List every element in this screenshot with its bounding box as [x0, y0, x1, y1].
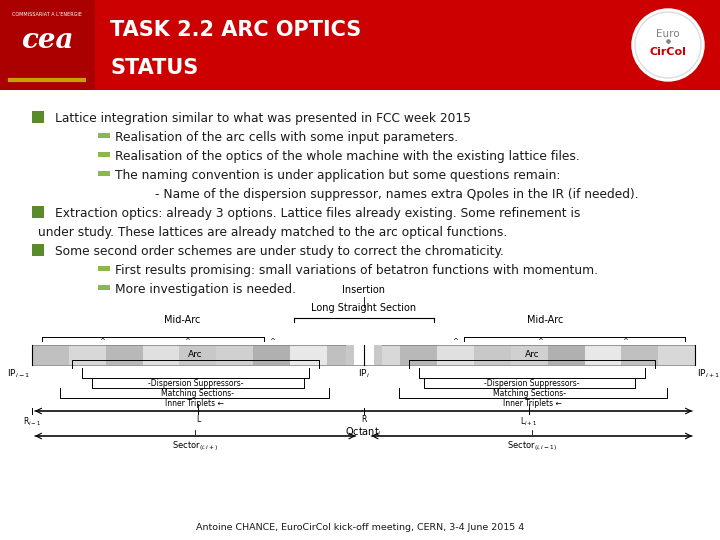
Bar — [346, 345, 382, 365]
Text: - Name of the dispersion suppressor, names extra Qpoles in the IR (if needed).: - Name of the dispersion suppressor, nam… — [155, 188, 639, 201]
Text: CirCol: CirCol — [649, 47, 686, 57]
Bar — [290, 345, 327, 365]
Bar — [400, 345, 437, 365]
Text: Inner Triplets ←: Inner Triplets ← — [503, 399, 562, 408]
Bar — [0, 0, 720, 90]
Text: Insertion: Insertion — [342, 285, 385, 295]
Text: Matching Sections-: Matching Sections- — [492, 389, 566, 398]
Text: STATUS: STATUS — [110, 58, 198, 78]
Text: ^: ^ — [99, 338, 105, 344]
Bar — [216, 345, 253, 365]
Bar — [621, 345, 658, 365]
Text: L: L — [196, 415, 200, 424]
Bar — [32, 244, 44, 256]
Bar — [437, 345, 474, 365]
Text: IP$_{i-1}$: IP$_{i-1}$ — [7, 368, 30, 381]
Bar — [658, 345, 695, 365]
Text: Mid-Arc: Mid-Arc — [527, 315, 563, 325]
Text: Realisation of the optics of the whole machine with the existing lattice files.: Realisation of the optics of the whole m… — [115, 150, 580, 163]
Text: Long Straight Section: Long Straight Section — [311, 303, 416, 313]
Bar — [98, 266, 110, 271]
Text: cea: cea — [21, 26, 73, 53]
Bar — [346, 345, 354, 365]
Text: ^: ^ — [622, 338, 628, 344]
Bar — [143, 345, 179, 365]
Text: -Dispersion Suppressors-: -Dispersion Suppressors- — [148, 379, 243, 388]
Text: TASK 2.2 ARC OPTICS: TASK 2.2 ARC OPTICS — [110, 20, 361, 40]
Bar — [98, 285, 110, 290]
Bar — [374, 345, 382, 365]
Text: Arc: Arc — [524, 350, 539, 359]
Text: ^: ^ — [452, 338, 458, 344]
Bar — [32, 111, 44, 123]
Bar — [69, 345, 106, 365]
Bar — [585, 345, 621, 365]
Bar — [98, 152, 110, 157]
Text: ^: ^ — [184, 338, 190, 344]
Bar — [327, 345, 364, 365]
Bar — [510, 345, 548, 365]
Text: under study. These lattices are already matched to the arc optical functions.: under study. These lattices are already … — [38, 226, 508, 239]
Text: -Dispersion Suppressors-: -Dispersion Suppressors- — [484, 379, 580, 388]
Bar — [98, 133, 110, 138]
Bar — [32, 345, 69, 365]
Bar — [0, 0, 95, 90]
Bar — [364, 345, 400, 365]
Text: COMMISSARIAT A L'ENERGIE: COMMISSARIAT A L'ENERGIE — [12, 12, 82, 17]
Bar — [32, 345, 695, 365]
Text: Matching Sections-: Matching Sections- — [161, 389, 234, 398]
Text: Sector$_{(i, i+)}$: Sector$_{(i, i+)}$ — [172, 439, 219, 453]
Bar — [32, 206, 44, 218]
Bar — [548, 345, 585, 365]
Bar — [474, 345, 510, 365]
Text: Some second order schemes are under study to correct the chromaticity.: Some second order schemes are under stud… — [55, 245, 504, 258]
Bar — [106, 345, 143, 365]
Text: The naming convention is under application but some questions remain:: The naming convention is under applicati… — [115, 169, 560, 182]
Text: Realisation of the arc cells with some input parameters.: Realisation of the arc cells with some i… — [115, 131, 458, 144]
Bar — [98, 171, 110, 176]
Text: ^: ^ — [269, 338, 275, 344]
Text: R: R — [361, 415, 366, 424]
Text: IP$_i$: IP$_i$ — [358, 368, 369, 381]
Text: Lattice integration similar to what was presented in FCC week 2015: Lattice integration similar to what was … — [55, 112, 471, 125]
Text: Mid-Arc: Mid-Arc — [164, 315, 200, 325]
Text: Extraction optics: already 3 options. Lattice files already existing. Some refin: Extraction optics: already 3 options. La… — [55, 207, 580, 220]
Text: ^: ^ — [537, 338, 543, 344]
Text: L$_{i+1}$: L$_{i+1}$ — [521, 415, 538, 428]
Text: More investigation is needed.: More investigation is needed. — [115, 283, 296, 296]
Text: IP$_{i+1}$: IP$_{i+1}$ — [697, 368, 720, 381]
Bar — [179, 345, 216, 365]
Text: First results promising: small variations of betatron functions with momentum.: First results promising: small variation… — [115, 264, 598, 277]
Text: Octant$_i$: Octant$_i$ — [345, 425, 382, 439]
Text: Arc: Arc — [188, 350, 202, 359]
Text: Inner Triplets ←: Inner Triplets ← — [165, 399, 224, 408]
Circle shape — [632, 9, 704, 81]
Text: R$_{i-1}$: R$_{i-1}$ — [23, 415, 41, 428]
Text: Antoine CHANCE, EuroCirCol kick-off meeting, CERN, 3-4 June 2015 4: Antoine CHANCE, EuroCirCol kick-off meet… — [196, 523, 524, 532]
Text: Euro: Euro — [656, 29, 680, 39]
Bar — [253, 345, 290, 365]
Text: Sector$_{(i, i-1)}$: Sector$_{(i, i-1)}$ — [507, 439, 557, 453]
